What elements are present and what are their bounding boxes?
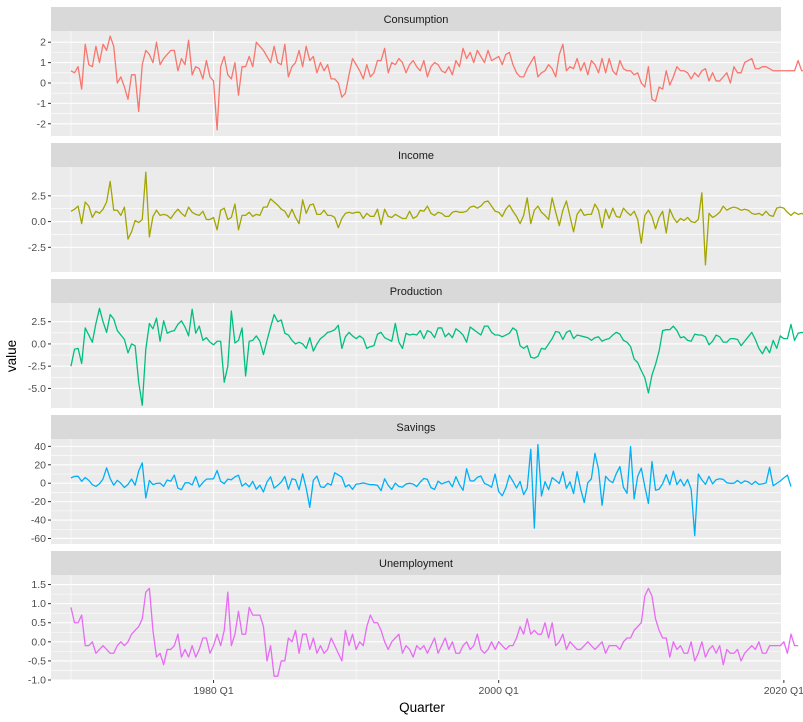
y-tick-label: -5.0 bbox=[28, 383, 46, 395]
facet-strip bbox=[51, 279, 781, 303]
facet-strip-label: Income bbox=[398, 150, 434, 162]
facet-strip-label: Savings bbox=[396, 422, 436, 434]
x-tick-label: 1980 Q1 bbox=[193, 685, 233, 697]
y-tick-label: 0.0 bbox=[31, 216, 46, 228]
facet-panel-unemployment: Unemployment -1.0 -0.5 0.0 0.5 1.0 1.5 bbox=[28, 551, 799, 687]
facet-panel-income: Income -2.5 0.0 2.5 bbox=[28, 143, 803, 272]
y-tick-label: -60 bbox=[31, 533, 46, 545]
series-line-unemployment bbox=[70, 587, 799, 677]
y-tick-label: 1.5 bbox=[31, 579, 46, 591]
y-tick-label: -2.5 bbox=[28, 361, 46, 373]
y-tick-label: 0.0 bbox=[31, 636, 46, 648]
y-tick-label: -1.0 bbox=[28, 675, 46, 687]
panel-background bbox=[51, 439, 781, 544]
y-tick-label: 40 bbox=[34, 441, 46, 453]
facet-panel-savings: Savings -60 -40 -20 0 20 40 bbox=[31, 415, 792, 545]
series-line-savings bbox=[70, 443, 792, 537]
facet-panels: Consumption-2-1012Income-2.50.02.5Produc… bbox=[28, 7, 803, 687]
x-tick-label: 2020 Q1 bbox=[764, 685, 803, 697]
facet-strip-label: Unemployment bbox=[379, 558, 453, 570]
y-tick-label: -2.5 bbox=[28, 242, 46, 254]
facet-strip bbox=[51, 415, 781, 439]
facet-strip-label: Production bbox=[390, 286, 443, 298]
x-tick-label: 2000 Q1 bbox=[479, 685, 519, 697]
panel-background bbox=[51, 303, 781, 408]
series-line-consumption bbox=[70, 35, 803, 131]
y-tick-label: 2.5 bbox=[31, 316, 46, 328]
x-axis: 1980 Q1 2000 Q1 2020 Q1 bbox=[193, 680, 803, 697]
y-axis-title: value bbox=[4, 340, 19, 372]
y-tick-label: 2.5 bbox=[31, 190, 46, 202]
y-tick-label: -40 bbox=[31, 515, 46, 527]
panel-background bbox=[51, 575, 781, 680]
facet-strip-label: Consumption bbox=[384, 14, 449, 26]
y-tick-label: 1 bbox=[40, 57, 46, 69]
x-axis-title: Quarter bbox=[399, 700, 445, 715]
facet-strip bbox=[51, 143, 781, 167]
facet-panel-consumption: Consumption -2 -1 0 1 2 bbox=[37, 7, 803, 136]
y-tick-label: -20 bbox=[31, 496, 46, 508]
y-tick-label: 0.5 bbox=[31, 617, 46, 629]
facet-panel-production: Production -5.0 -2.5 0.0 2.5 bbox=[28, 279, 803, 408]
y-tick-label: 20 bbox=[34, 459, 46, 471]
y-tick-label: 1.0 bbox=[31, 598, 46, 610]
series-line-production bbox=[70, 307, 803, 406]
y-tick-label: 0.0 bbox=[31, 338, 46, 350]
panel-background bbox=[51, 167, 781, 272]
y-tick-label: -0.5 bbox=[28, 655, 46, 667]
y-tick-label: 0 bbox=[40, 77, 46, 89]
y-tick-label: -1 bbox=[37, 98, 46, 110]
y-tick-label: 2 bbox=[40, 37, 46, 49]
series-line-income bbox=[70, 171, 803, 266]
y-tick-label: 0 bbox=[40, 478, 46, 490]
facet-strip bbox=[51, 7, 781, 31]
y-tick-label: -2 bbox=[37, 118, 46, 130]
facet-strip bbox=[51, 551, 781, 575]
